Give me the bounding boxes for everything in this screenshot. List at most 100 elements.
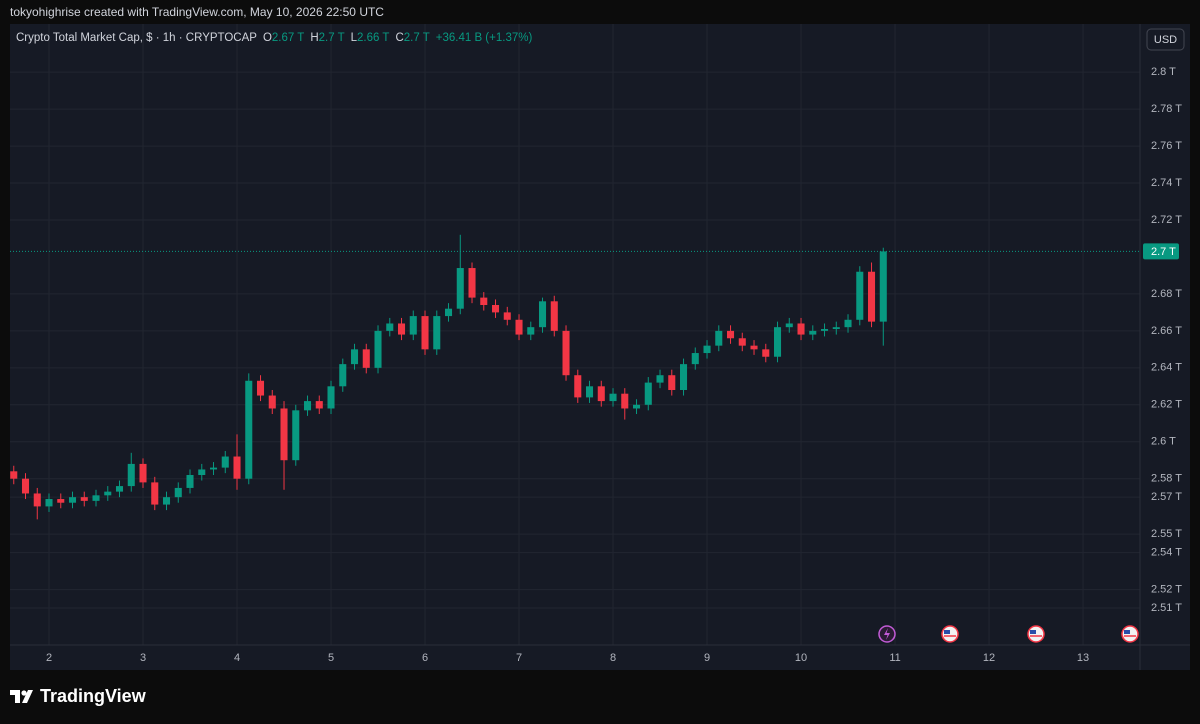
candle-body xyxy=(821,329,829,331)
axes: 2.8 T 2.78 T 2.76 T 2.74 T 2.72 T 2.68 T 2.66 … xyxy=(16,32,1182,664)
x-tick-label: 13 xyxy=(1077,652,1089,664)
candle-body xyxy=(703,345,711,354)
footer-logo: TradingView xyxy=(10,686,147,706)
candle-body xyxy=(68,497,77,503)
candle-body xyxy=(433,316,441,350)
ohlc-key: C xyxy=(395,32,403,44)
candle-body xyxy=(327,386,335,409)
y-tick-label: 2.74 T xyxy=(1151,177,1182,189)
x-tick-label: 9 xyxy=(704,652,710,664)
candle-body xyxy=(644,382,652,405)
candle-body xyxy=(174,487,182,498)
candle-body xyxy=(809,330,817,335)
y-tick-label: 2.66 T xyxy=(1151,325,1182,337)
event-icons xyxy=(878,625,1139,643)
x-tick-label: 4 xyxy=(234,652,240,664)
y-tick-label: 2.78 T xyxy=(1151,103,1182,115)
candle-body xyxy=(621,393,629,409)
candle-body xyxy=(186,475,194,488)
candle-body xyxy=(844,319,852,328)
candle-body xyxy=(115,486,124,492)
change-value: +36.41 B (+1.37%) xyxy=(436,32,533,44)
last-price-label: 2.7 T xyxy=(1151,246,1176,258)
y-tick-label: 2.51 T xyxy=(1151,602,1182,614)
x-tick-label: 6 xyxy=(422,652,428,664)
lightning-glyph xyxy=(884,628,890,640)
candle-body xyxy=(162,497,171,505)
candle-body xyxy=(198,469,206,475)
candle-body xyxy=(797,323,805,335)
candle-body xyxy=(562,330,570,376)
logo-mark xyxy=(10,690,33,703)
candle-body xyxy=(727,330,735,339)
candle-body xyxy=(503,312,511,320)
last-price-box xyxy=(1143,243,1179,260)
candle-body xyxy=(856,271,864,320)
candle-body xyxy=(668,375,676,390)
flag-icon[interactable] xyxy=(1121,625,1139,643)
ohlc-value: 2.7 T xyxy=(319,32,345,44)
candle-body xyxy=(80,497,88,501)
candle-body xyxy=(245,380,253,479)
candle-body xyxy=(45,499,53,507)
y-tick-label: 2.72 T xyxy=(1151,214,1182,226)
candle-body xyxy=(762,349,770,357)
candle-body xyxy=(585,386,594,398)
currency-button[interactable] xyxy=(1146,28,1185,51)
candle-body xyxy=(715,330,723,346)
candle-body xyxy=(632,404,641,409)
y-tick-label: 2.52 T xyxy=(1151,583,1182,595)
y-tick-label: 2.55 T xyxy=(1151,528,1182,540)
currency-label[interactable]: USD xyxy=(1154,34,1177,46)
x-tick-label: 8 xyxy=(610,652,616,664)
ohlc-key: H xyxy=(310,32,318,44)
candle-body xyxy=(139,463,147,483)
candle-body xyxy=(738,338,746,346)
ohlc-key: O xyxy=(263,32,272,44)
candle-body xyxy=(315,401,323,409)
y-tick-label: 2.64 T xyxy=(1151,362,1182,374)
y-tick-label: 2.6 T xyxy=(1151,436,1176,448)
x-tick-label: 10 xyxy=(795,652,807,664)
chart-panel xyxy=(10,24,1190,670)
candle-body xyxy=(409,316,417,335)
candle-body xyxy=(268,395,276,409)
candle-body xyxy=(151,482,159,505)
candle-body xyxy=(421,316,429,350)
candle-body xyxy=(374,330,382,368)
candle-body xyxy=(480,297,488,305)
candle-body xyxy=(527,327,535,335)
logo-dot xyxy=(21,690,27,696)
symbol-title: Crypto Total Market Cap, $ · 1h · CRYPTO… xyxy=(16,32,257,44)
candle-body xyxy=(538,301,547,328)
flag-icon[interactable] xyxy=(1027,625,1045,643)
x-tick-label: 12 xyxy=(983,652,995,664)
banner: tokyohighrise created with TradingView.c… xyxy=(10,5,384,19)
candles xyxy=(10,234,1140,520)
candle-body xyxy=(233,456,241,479)
candle-body xyxy=(550,301,558,331)
candle-body xyxy=(57,499,65,503)
candle-body xyxy=(303,401,312,411)
candle-body xyxy=(597,386,605,402)
y-tick-label: 2.57 T xyxy=(1151,491,1182,503)
flag-icon[interactable] xyxy=(941,625,959,643)
ohlc-key: L xyxy=(351,32,358,44)
x-tick-label: 3 xyxy=(140,652,146,664)
candle-body xyxy=(104,491,112,496)
logo-text: TradingView xyxy=(40,686,147,706)
candle-body xyxy=(127,463,135,487)
candle-body xyxy=(221,456,229,468)
y-tick-label: 2.68 T xyxy=(1151,288,1182,300)
candle-body xyxy=(691,353,699,365)
x-tick-label: 2 xyxy=(46,652,52,664)
candle-body xyxy=(292,410,300,461)
candle-body xyxy=(785,323,793,328)
candle-body xyxy=(444,308,453,317)
candle-body xyxy=(362,349,370,368)
candle-body xyxy=(92,495,100,501)
candle-body xyxy=(879,251,887,322)
ohlc-value: 2.67 T xyxy=(272,32,304,44)
candle-body xyxy=(574,375,582,398)
candle-body xyxy=(468,268,476,298)
